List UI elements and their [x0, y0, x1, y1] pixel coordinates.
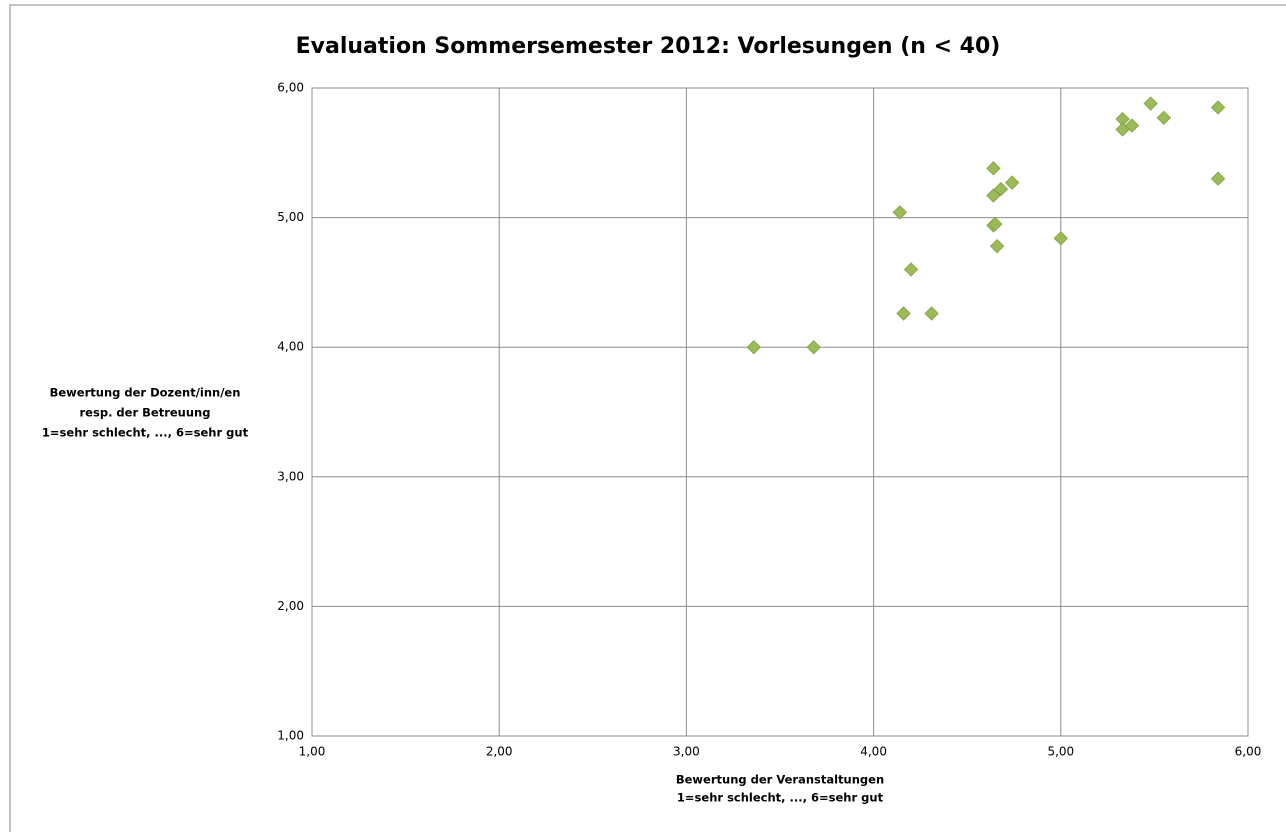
y-tick-label: 1,00 — [277, 729, 304, 743]
plot-border — [311, 87, 1249, 737]
y-tick-label: 4,00 — [277, 340, 304, 354]
y-axis-title: 1=sehr schlecht, ..., 6=sehr gut — [42, 426, 249, 440]
x-tick-label: 4,00 — [860, 745, 887, 759]
chart-title: Evaluation Sommersemester 2012: Vorlesun… — [296, 34, 1001, 59]
data-point — [988, 216, 1003, 232]
x-axis-title: 1=sehr schlecht, ..., 6=sehr gut — [677, 791, 884, 805]
y-tick-label: 6,00 — [277, 81, 304, 95]
data-point — [1053, 231, 1069, 246]
x-axis-title: Bewertung der Veranstaltungen — [676, 773, 884, 787]
x-tick-label: 3,00 — [673, 745, 700, 759]
chart-frame — [9, 4, 1286, 832]
y-axis-title: Bewertung der Dozent/inn/en — [50, 386, 241, 400]
data-point — [1004, 175, 1020, 190]
data-point — [1210, 171, 1226, 186]
data-point — [806, 339, 821, 355]
data-point — [896, 306, 911, 321]
data-point — [1156, 110, 1171, 126]
x-tick-label: 1,00 — [299, 745, 326, 759]
x-tick-label: 5,00 — [1047, 745, 1074, 759]
data-point — [1210, 100, 1226, 115]
x-tick-label: 6,00 — [1235, 745, 1262, 759]
y-axis-title: resp. der Betreuung — [80, 406, 211, 420]
y-tick-label: 5,00 — [277, 210, 304, 224]
x-tick-label: 2,00 — [486, 745, 513, 759]
data-point — [903, 262, 919, 277]
data-point — [924, 306, 939, 321]
y-tick-label: 2,00 — [277, 599, 304, 613]
data-point — [993, 181, 1009, 197]
data-point — [1143, 96, 1158, 111]
data-point — [986, 161, 1001, 176]
data-point — [1124, 118, 1140, 133]
data-point — [746, 339, 761, 355]
data-point — [892, 205, 908, 220]
data-point — [989, 238, 1005, 254]
data-point — [986, 188, 1001, 203]
y-tick-label: 3,00 — [277, 469, 304, 483]
